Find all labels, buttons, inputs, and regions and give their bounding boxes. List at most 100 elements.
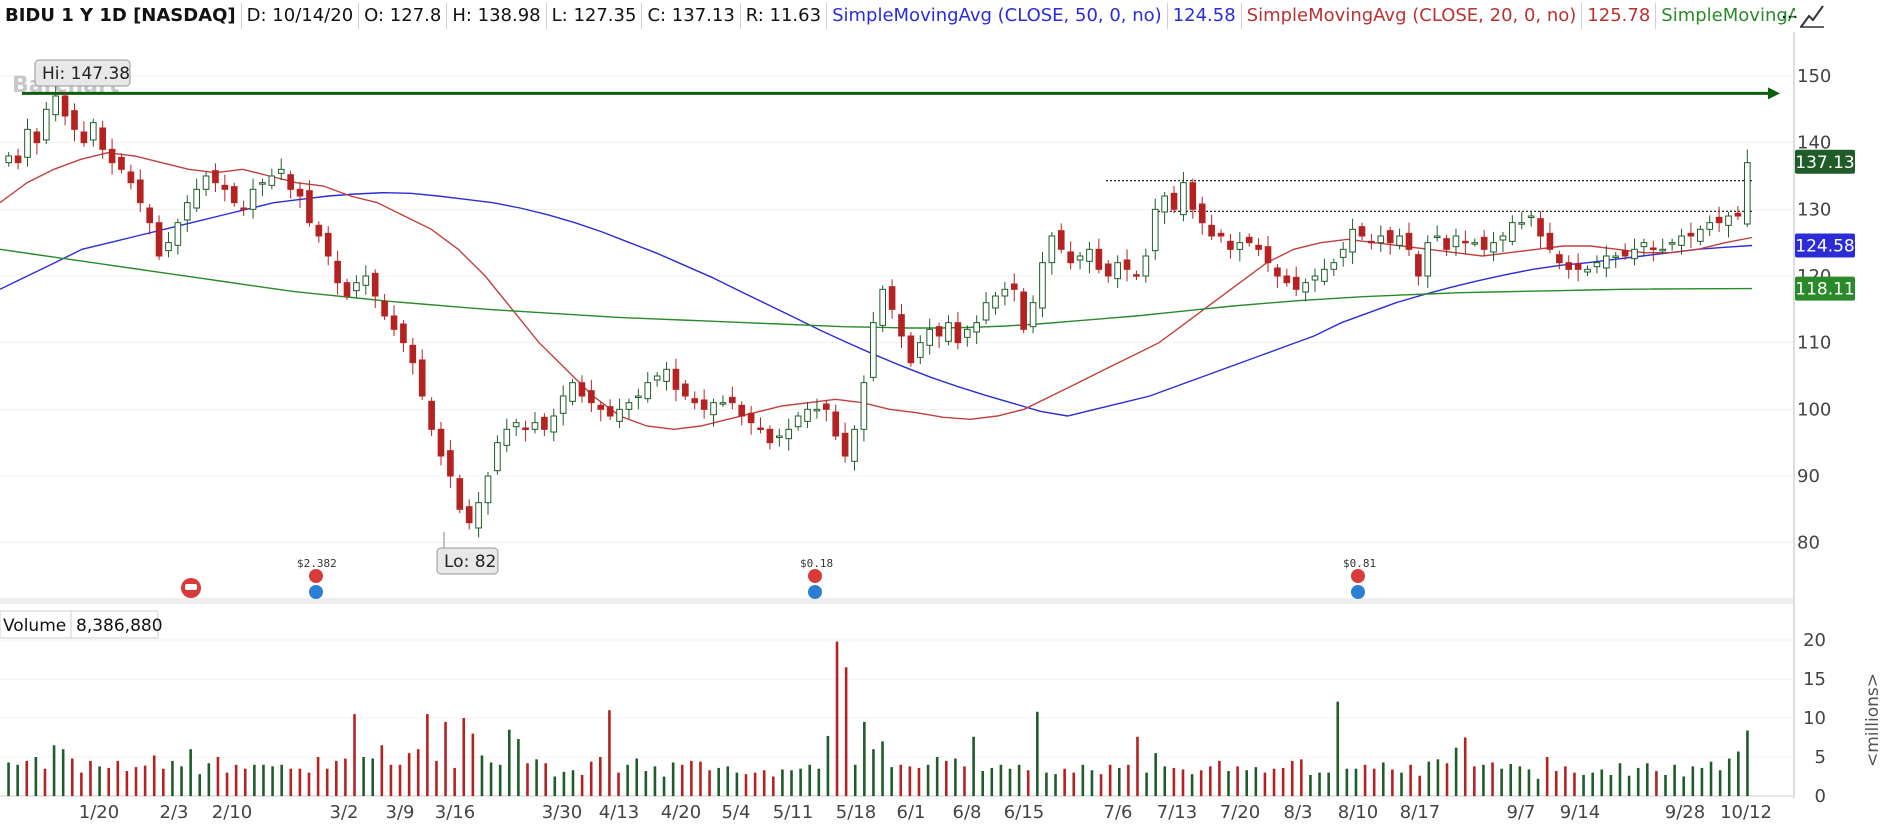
candle[interactable]: [1584, 265, 1591, 276]
candle[interactable]: [155, 215, 163, 260]
candle[interactable]: [268, 168, 276, 190]
candle[interactable]: [277, 158, 285, 180]
candle[interactable]: [1725, 212, 1732, 238]
candle[interactable]: [1603, 245, 1610, 278]
candle[interactable]: [992, 292, 999, 315]
more-menu-button[interactable]: ...: [1781, 2, 1799, 23]
candle[interactable]: [465, 499, 473, 530]
candle[interactable]: [33, 128, 41, 155]
symbol-label[interactable]: BIDU 1 Y 1D [NASDAQ]: [0, 3, 242, 29]
candle[interactable]: [691, 391, 699, 410]
candle[interactable]: [1104, 260, 1112, 283]
candle[interactable]: [80, 121, 88, 147]
candle[interactable]: [1565, 255, 1573, 279]
dividend-marker-3[interactable]: $0.81: [1343, 557, 1376, 599]
candle[interactable]: [1208, 214, 1215, 240]
candle[interactable]: [597, 401, 605, 422]
candle[interactable]: [710, 398, 717, 427]
candle[interactable]: [578, 375, 586, 403]
candle[interactable]: [541, 413, 548, 436]
candle[interactable]: [1302, 278, 1309, 302]
candle[interactable]: [1264, 236, 1272, 272]
candle[interactable]: [1621, 243, 1629, 260]
candle[interactable]: [1151, 198, 1159, 260]
candle[interactable]: [1123, 249, 1131, 282]
candle[interactable]: [1170, 186, 1178, 214]
candle[interactable]: [635, 388, 642, 410]
candle[interactable]: [71, 103, 78, 142]
candle[interactable]: [306, 180, 313, 227]
candle[interactable]: [1358, 222, 1366, 240]
draw-tool-icon[interactable]: [1798, 2, 1826, 30]
candle[interactable]: [935, 322, 943, 348]
candle[interactable]: [42, 102, 50, 144]
candle[interactable]: [841, 422, 849, 463]
candle[interactable]: [1283, 268, 1291, 287]
candle[interactable]: [1189, 178, 1197, 219]
sma200-label[interactable]: SimpleMovingAvg (CLOSE, 200, 0, no): [1656, 3, 1795, 29]
candle[interactable]: [1443, 234, 1450, 256]
candle[interactable]: [1227, 234, 1234, 259]
candle[interactable]: [287, 170, 294, 199]
candle[interactable]: [1546, 222, 1554, 254]
candle[interactable]: [456, 474, 464, 514]
candle[interactable]: [1509, 215, 1516, 246]
candle[interactable]: [522, 420, 529, 442]
candle[interactable]: [1640, 238, 1648, 256]
candle[interactable]: [926, 318, 934, 355]
candle[interactable]: [212, 163, 219, 192]
candle[interactable]: [14, 148, 22, 170]
candle[interactable]: [381, 294, 388, 320]
candle[interactable]: [512, 418, 520, 436]
candle[interactable]: [118, 153, 125, 174]
candle[interactable]: [1086, 242, 1093, 274]
candle[interactable]: [1668, 238, 1676, 251]
candle[interactable]: [1659, 238, 1667, 254]
dividend-marker-1[interactable]: $2.382: [297, 557, 337, 599]
candle[interactable]: [221, 174, 229, 202]
candle[interactable]: [1142, 248, 1150, 283]
candle[interactable]: [1076, 252, 1084, 270]
candle[interactable]: [606, 399, 614, 420]
candle[interactable]: [1537, 211, 1544, 248]
candle[interactable]: [1462, 230, 1469, 255]
candle[interactable]: [1556, 250, 1563, 270]
candle[interactable]: [588, 380, 595, 412]
candle[interactable]: [428, 397, 435, 436]
candle[interactable]: [531, 412, 539, 434]
candle[interactable]: [165, 232, 172, 258]
candle[interactable]: [794, 412, 802, 431]
candle[interactable]: [1377, 225, 1385, 252]
candle[interactable]: [183, 195, 191, 232]
candle[interactable]: [869, 312, 877, 382]
candle[interactable]: [1452, 228, 1460, 256]
candle[interactable]: [729, 386, 736, 410]
candle[interactable]: [334, 250, 341, 295]
candle[interactable]: [945, 315, 952, 346]
candle[interactable]: [249, 178, 257, 219]
candle[interactable]: [371, 269, 379, 308]
candle[interactable]: [1743, 149, 1751, 227]
candle[interactable]: [1133, 270, 1140, 280]
candle[interactable]: [766, 425, 774, 450]
candle[interactable]: [963, 325, 971, 347]
candle[interactable]: [174, 218, 182, 255]
candle[interactable]: [494, 435, 501, 475]
candle[interactable]: [898, 304, 905, 348]
candle[interactable]: [982, 292, 990, 324]
candle[interactable]: [353, 275, 360, 298]
candle[interactable]: [1368, 234, 1375, 250]
candle[interactable]: [888, 279, 896, 319]
candle[interactable]: [822, 400, 830, 422]
candle[interactable]: [1687, 222, 1695, 248]
candle[interactable]: [1734, 206, 1742, 220]
candle[interactable]: [1706, 215, 1714, 236]
candle[interactable]: [1114, 255, 1121, 288]
candle[interactable]: [1236, 232, 1244, 262]
candle[interactable]: [1471, 238, 1479, 247]
candle[interactable]: [1433, 225, 1441, 242]
candle[interactable]: [127, 164, 135, 190]
panel-divider[interactable]: [0, 598, 1793, 604]
candle[interactable]: [785, 418, 793, 451]
